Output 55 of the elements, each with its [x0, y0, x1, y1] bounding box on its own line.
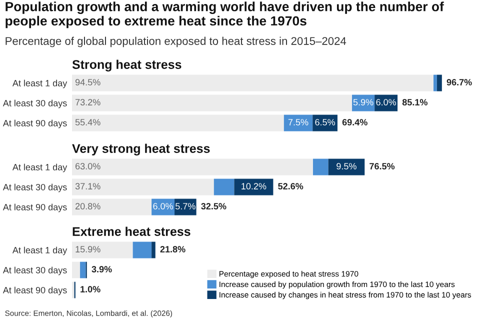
data-label: 73.2%: [76, 99, 100, 106]
y-tick-label: At least 1 day: [12, 164, 68, 172]
total-label: 52.6%: [278, 183, 304, 190]
chart-title: Very strong heat stress: [72, 144, 210, 156]
bar: [328, 158, 365, 176]
data-label: 5.9%: [353, 99, 374, 106]
data-label: 37.1%: [75, 183, 100, 190]
chart-title: Extreme heat stress: [72, 226, 190, 236]
text: Percentage of global population exposed to heat stress in 2015–2024: [6, 36, 346, 48]
data-label: 10.2%: [242, 183, 266, 190]
total-label: 85.1%: [402, 99, 428, 106]
total-label: 21.8%: [160, 246, 186, 252]
y-tick-label: At least 30 days: [2, 184, 67, 192]
bar: [72, 74, 434, 92]
bar: [72, 262, 80, 278]
total-label: 96.7%: [446, 79, 472, 86]
bar: [234, 178, 274, 196]
bar: [132, 242, 152, 258]
y-tick-label: At least 30 days: [2, 100, 67, 108]
bar: [72, 94, 352, 112]
data-label: 63.0%: [76, 163, 100, 170]
bar: [72, 114, 284, 132]
bar: [433, 74, 437, 92]
bar: [72, 242, 133, 258]
total-label: 32.5%: [201, 203, 226, 210]
y-tick-label: At least 90 days: [2, 120, 67, 128]
data-label: 9.5%: [336, 163, 356, 170]
bar: [436, 74, 442, 92]
bar: [80, 262, 86, 278]
total-label: 3.9%: [92, 266, 112, 272]
data-label: 55.4%: [75, 119, 100, 126]
y-tick-label: At least 30 days: [2, 266, 67, 276]
bar: [152, 242, 156, 258]
total-label: 1.0%: [80, 286, 100, 292]
y-tick-label: At least 1 day: [12, 80, 68, 88]
bar: [72, 158, 313, 176]
total-label: 69.4%: [342, 119, 368, 126]
data-label: 15.9%: [76, 246, 100, 252]
data-label: 6.5%: [315, 119, 336, 126]
data-label: 20.8%: [76, 203, 100, 210]
data-label: 7.5%: [288, 119, 308, 126]
data-label: 6.0%: [153, 203, 174, 210]
y-tick-label: At least 90 days: [2, 286, 67, 296]
data-label: 94.5%: [75, 79, 100, 86]
data-label: 5.7%: [175, 203, 196, 210]
bar: [72, 178, 214, 196]
bar: [312, 158, 328, 176]
chart-title: Strong heat stress: [72, 60, 182, 72]
bar: [72, 198, 152, 216]
text: Population growth and a warming world have driven up the number of people exposed to extreme heat since the 1970s: [6, 2, 444, 28]
y-tick-label: At least 90 days: [2, 204, 67, 212]
bar: [214, 178, 234, 196]
y-tick-label: At least 1 day: [12, 246, 68, 256]
data-label: 6.0%: [376, 99, 396, 106]
total-label: 76.5%: [370, 163, 395, 170]
